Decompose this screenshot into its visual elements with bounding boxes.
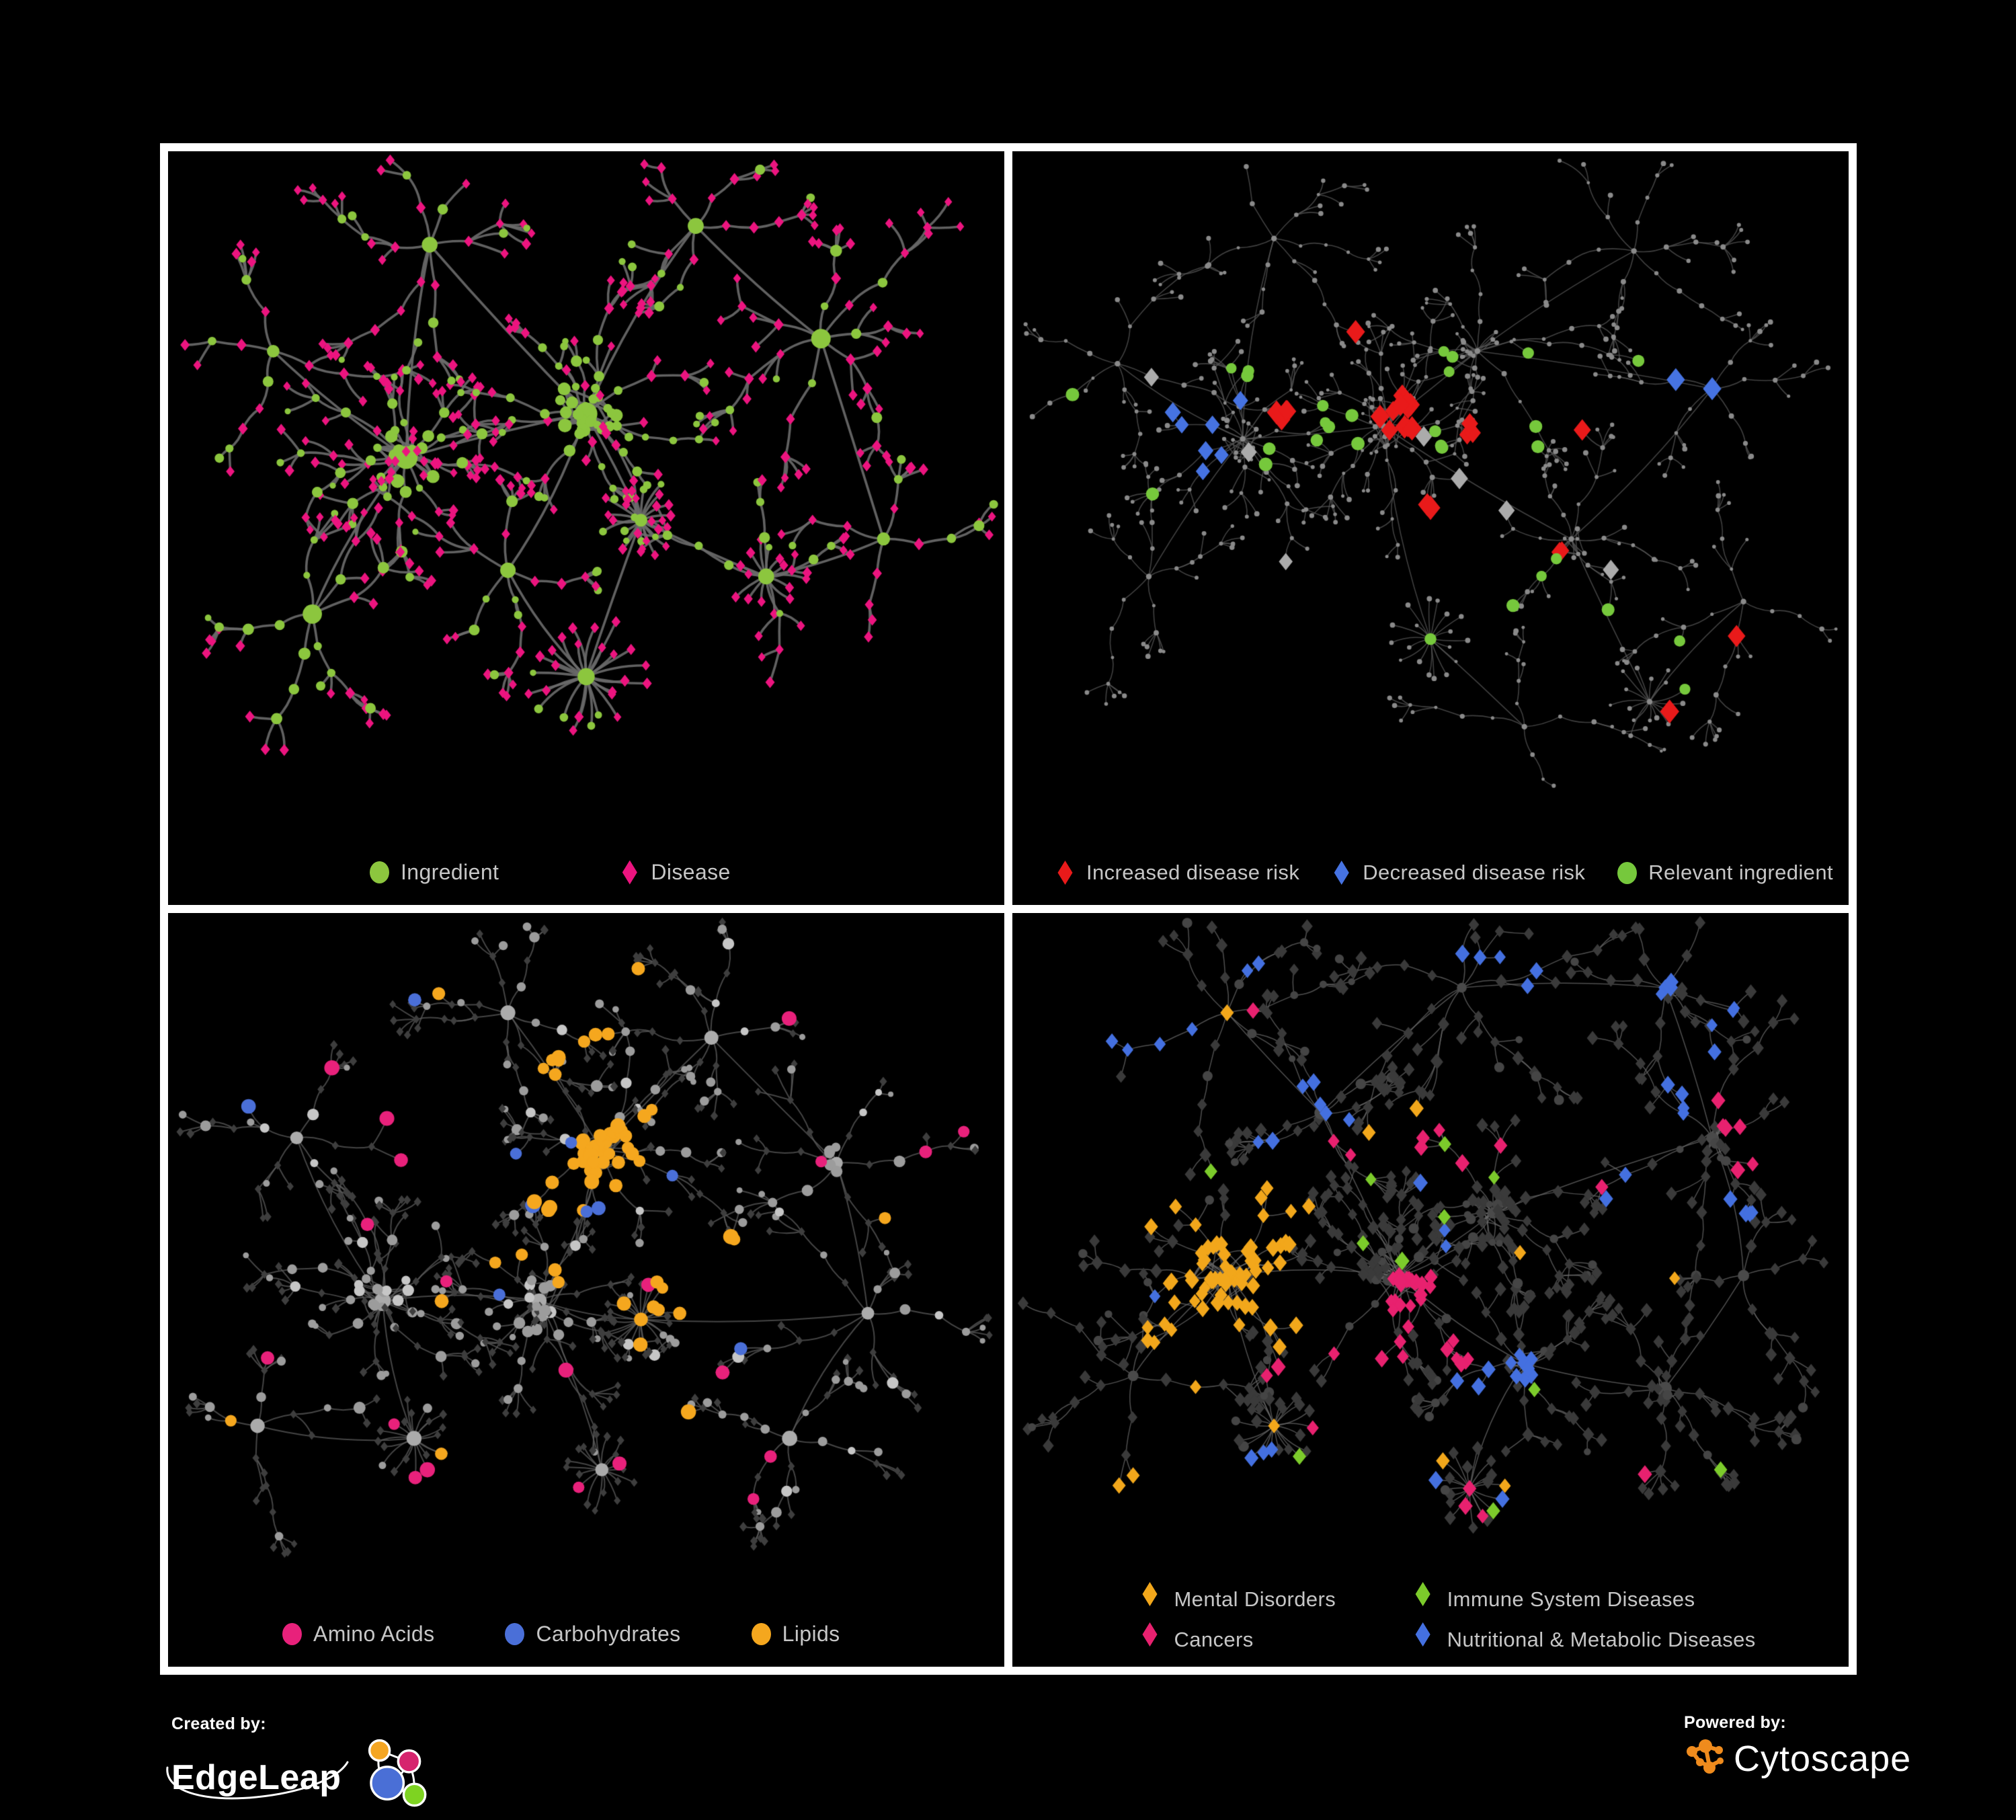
network-panel-nutrient-classes: Amino Acids Carbohydrates Lipids: [168, 913, 1004, 1667]
legend-item: Mental Disorders: [1140, 1582, 1336, 1612]
immune-system-diseases-diamond-marker: [1415, 1582, 1430, 1606]
legend-item: Relevant ingredient: [1617, 861, 1833, 885]
amino-acids-circle-marker: [282, 1623, 302, 1645]
nutritional-metabolic-diseases-diamond-marker: [1415, 1622, 1430, 1647]
legend-disease-categories: Mental Disorders Immune System Diseases …: [1140, 1582, 1756, 1652]
legend-label: Amino Acids: [313, 1622, 435, 1646]
legend-label: Carbohydrates: [536, 1622, 681, 1646]
figure-frame: Ingredient Disease Increased disease ris…: [160, 143, 1857, 1675]
legend-label: Nutritional & Metabolic Diseases: [1447, 1628, 1756, 1651]
network-panel-disease-categories: Mental Disorders Immune System Diseases …: [1012, 913, 1849, 1667]
legend-ingredient-disease: Ingredient Disease: [168, 860, 1004, 885]
created-by-label: Created by:: [171, 1714, 266, 1733]
legend-label: Ingredient: [401, 860, 499, 884]
legend-label: Relevant ingredient: [1648, 861, 1833, 884]
cytoscape-wordmark: Cytoscape: [1734, 1739, 1912, 1779]
disease-diamond-marker: [622, 860, 637, 885]
legend-item: Disease: [620, 860, 730, 885]
network-canvas-nutrient-classes: [168, 913, 1004, 1667]
network-canvas-disease-categories: [1012, 913, 1849, 1667]
legend-item: Immune System Diseases: [1413, 1582, 1756, 1612]
lipids-circle-marker: [751, 1623, 771, 1645]
increased-risk-diamond-marker: [1057, 861, 1073, 885]
legend-item: Ingredient: [370, 860, 499, 885]
legend-label: Disease: [651, 860, 731, 884]
legend-label: Cancers: [1174, 1628, 1254, 1651]
legend-item: Decreased disease risk: [1332, 861, 1585, 885]
powered-by-label: Powered by:: [1684, 1713, 1786, 1732]
edgeleap-wordmark: EdgeLeap: [171, 1758, 341, 1797]
legend-item: Nutritional & Metabolic Diseases: [1413, 1622, 1756, 1652]
network-canvas-disease-risk: [1012, 151, 1849, 905]
legend-item: Carbohydrates: [505, 1622, 680, 1647]
relevant-ingredient-circle-marker: [1617, 861, 1638, 884]
network-panel-ingredient-disease: Ingredient Disease: [168, 151, 1004, 905]
powered-by-block: Powered by: Cytoscape: [1684, 1713, 1911, 1781]
edgeleap-logo: EdgeLeap: [166, 1738, 437, 1817]
legend-disease-risk: Increased disease risk Decreased disease…: [1012, 861, 1849, 885]
network-panel-disease-risk: Increased disease risk Decreased disease…: [1012, 151, 1849, 905]
legend-nutrient-classes: Amino Acids Carbohydrates Lipids: [168, 1622, 1004, 1647]
network-canvas-ingredient-disease: [168, 151, 1004, 905]
edgeleap-network-icon: [368, 1739, 426, 1807]
created-by-block: Created by: EdgeLeap: [166, 1714, 437, 1817]
legend-label: Lipids: [782, 1622, 840, 1646]
legend-label: Immune System Diseases: [1447, 1587, 1695, 1611]
legend-item: Cancers: [1140, 1622, 1336, 1652]
carbohydrates-circle-marker: [505, 1623, 525, 1645]
cancers-diamond-marker: [1142, 1622, 1158, 1647]
decreased-risk-diamond-marker: [1334, 861, 1349, 885]
mental-disorders-diamond-marker: [1142, 1582, 1158, 1606]
legend-item: Amino Acids: [282, 1622, 434, 1647]
legend-label: Increased disease risk: [1086, 861, 1300, 884]
legend-label: Decreased disease risk: [1363, 861, 1586, 884]
legend-item: Increased disease risk: [1055, 861, 1299, 885]
cytoscape-icon: [1687, 1739, 1724, 1774]
ingredient-circle-marker: [370, 861, 389, 883]
legend-item: Lipids: [751, 1622, 840, 1647]
legend-label: Mental Disorders: [1174, 1587, 1336, 1611]
